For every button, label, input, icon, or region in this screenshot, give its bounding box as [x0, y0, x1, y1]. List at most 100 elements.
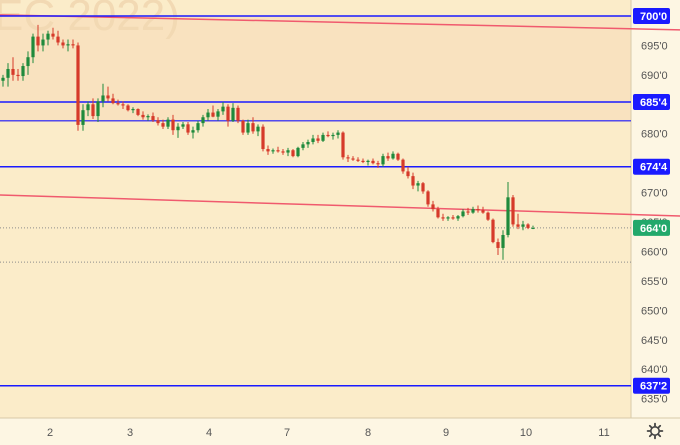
- candle-body: [21, 66, 25, 77]
- candle-body: [521, 224, 525, 227]
- price-tick-label: 680'0: [641, 129, 668, 141]
- candle-body: [136, 109, 140, 115]
- candle-body: [321, 134, 325, 141]
- candle-body: [266, 149, 270, 152]
- time-tick-label: 7: [284, 427, 290, 439]
- candle-body: [1, 77, 5, 81]
- candle: [211, 105, 215, 118]
- candle: [421, 182, 425, 194]
- candle-body: [461, 211, 465, 217]
- candle: [31, 33, 35, 64]
- candle: [151, 112, 155, 122]
- level-price-badge-bg: [633, 158, 670, 175]
- candle-body: [116, 103, 120, 105]
- candle-body: [226, 106, 230, 121]
- level-price-badge-bg: [633, 93, 670, 110]
- candle: [356, 157, 360, 162]
- candle: [271, 148, 275, 154]
- trend-line: [0, 194, 680, 217]
- candle: [381, 153, 385, 167]
- time-axis-ticks: 2 3 4 7 8 9 10 11: [47, 427, 610, 439]
- candle-body: [371, 160, 375, 164]
- candle: [326, 131, 330, 138]
- time-tick-label: 2: [47, 427, 53, 439]
- candle-body: [496, 242, 500, 248]
- candle: [241, 119, 245, 135]
- candle-body: [156, 120, 160, 124]
- level-price-badge-bg: [633, 8, 670, 24]
- candle: [41, 33, 45, 52]
- candle-body: [531, 227, 535, 229]
- candle: [216, 109, 220, 121]
- candle: [266, 145, 270, 155]
- candle: [426, 190, 430, 207]
- price-tick-label: 645'0: [641, 335, 668, 347]
- candle: [201, 114, 205, 127]
- time-tick-label: 10: [520, 427, 532, 439]
- candle: [246, 119, 250, 135]
- candle-body: [296, 147, 300, 157]
- candle: [376, 160, 380, 168]
- candle: [141, 111, 145, 120]
- candle-body: [221, 106, 225, 112]
- candle-body: [491, 219, 495, 243]
- candle: [91, 98, 95, 120]
- candle: [371, 158, 375, 165]
- candle-body: [401, 159, 405, 172]
- candle-body: [326, 134, 330, 137]
- candle-body: [171, 119, 175, 131]
- candle-body: [476, 209, 480, 211]
- candle: [486, 211, 490, 221]
- level-price-badge-text: 685'4: [640, 97, 668, 109]
- candle-body: [36, 36, 40, 46]
- candle-body: [231, 107, 235, 121]
- candle: [441, 213, 445, 221]
- candle: [81, 104, 85, 131]
- price-tick-label: 690'0: [641, 70, 668, 82]
- candle: [481, 206, 485, 214]
- candle: [131, 107, 135, 114]
- candle: [186, 121, 190, 135]
- candle-body: [186, 124, 190, 133]
- candle: [121, 101, 125, 110]
- level-price-badge: 674'4: [633, 158, 670, 175]
- candle-body: [456, 216, 460, 219]
- candle-body: [441, 217, 445, 219]
- candle: [171, 114, 175, 135]
- candle-body: [81, 110, 85, 125]
- candle: [136, 108, 140, 117]
- candle: [231, 103, 235, 122]
- candle-body: [216, 111, 220, 117]
- candle: [76, 42, 80, 131]
- candle: [301, 141, 305, 151]
- candle-body: [271, 150, 275, 152]
- candle-body: [76, 45, 80, 125]
- candle: [96, 98, 100, 122]
- candle-body: [446, 217, 450, 219]
- level-price-badge: 700'0: [633, 8, 670, 24]
- candle: [126, 104, 130, 112]
- candle: [511, 194, 515, 227]
- candle-body: [241, 120, 245, 133]
- candle: [531, 225, 535, 230]
- candle: [401, 158, 405, 174]
- candle-body: [506, 197, 510, 235]
- candle-body: [396, 153, 400, 160]
- candle-body: [91, 104, 95, 117]
- candle-body: [361, 160, 365, 162]
- settings-gear-icon[interactable]: [646, 422, 664, 440]
- price-badges: 700'0 685'4 674'4 637'2 664'0: [633, 8, 670, 394]
- candle-body: [6, 68, 10, 78]
- candle: [336, 130, 340, 139]
- upper-zone-background: [0, 16, 631, 122]
- candle-body: [346, 157, 350, 159]
- dotted-lines: [0, 227, 631, 263]
- candle-body: [46, 33, 50, 40]
- candle-body: [276, 150, 280, 152]
- candle: [351, 156, 355, 161]
- candle: [411, 172, 415, 190]
- candle: [46, 30, 50, 46]
- candle-body: [516, 224, 520, 227]
- candle-body: [291, 150, 295, 157]
- candle: [116, 99, 120, 106]
